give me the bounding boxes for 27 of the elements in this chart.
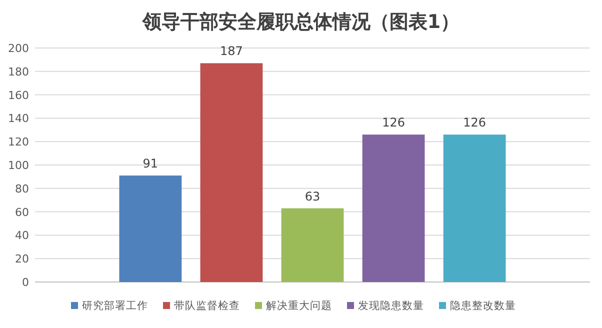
y-tick-label: 60: [15, 206, 29, 219]
legend-label: 带队监督检查: [174, 299, 240, 312]
legend-label: 解决重大问题: [266, 299, 332, 312]
y-tick-label: 100: [8, 159, 29, 172]
y-tick-label: 160: [8, 88, 29, 102]
y-tick-label: 40: [15, 229, 29, 242]
data-label: 126: [463, 116, 486, 130]
y-tick-label: 140: [8, 112, 29, 126]
y-tick-label: 80: [15, 182, 29, 196]
legend-label: 隐患整改数量: [450, 299, 516, 312]
data-label: 187: [220, 44, 243, 58]
data-label: 63: [304, 189, 320, 204]
y-tick-label: 0: [22, 276, 29, 289]
y-tick-label: 200: [8, 42, 29, 55]
y-tick-label: 180: [8, 65, 29, 78]
bar: [281, 208, 344, 282]
chart-title: 领导干部安全履职总体情况（图表1）: [141, 11, 460, 33]
y-tick-label: 20: [15, 252, 29, 266]
legend-label: 研究部署工作: [82, 299, 148, 312]
bar: [119, 176, 182, 282]
bar: [362, 134, 425, 282]
bar: [200, 63, 263, 282]
y-tick-label: 120: [8, 136, 29, 149]
legend-label: 发现隐患数量: [358, 299, 424, 312]
bar: [443, 134, 506, 282]
data-label: 91: [142, 156, 158, 171]
data-label: 126: [382, 116, 405, 130]
